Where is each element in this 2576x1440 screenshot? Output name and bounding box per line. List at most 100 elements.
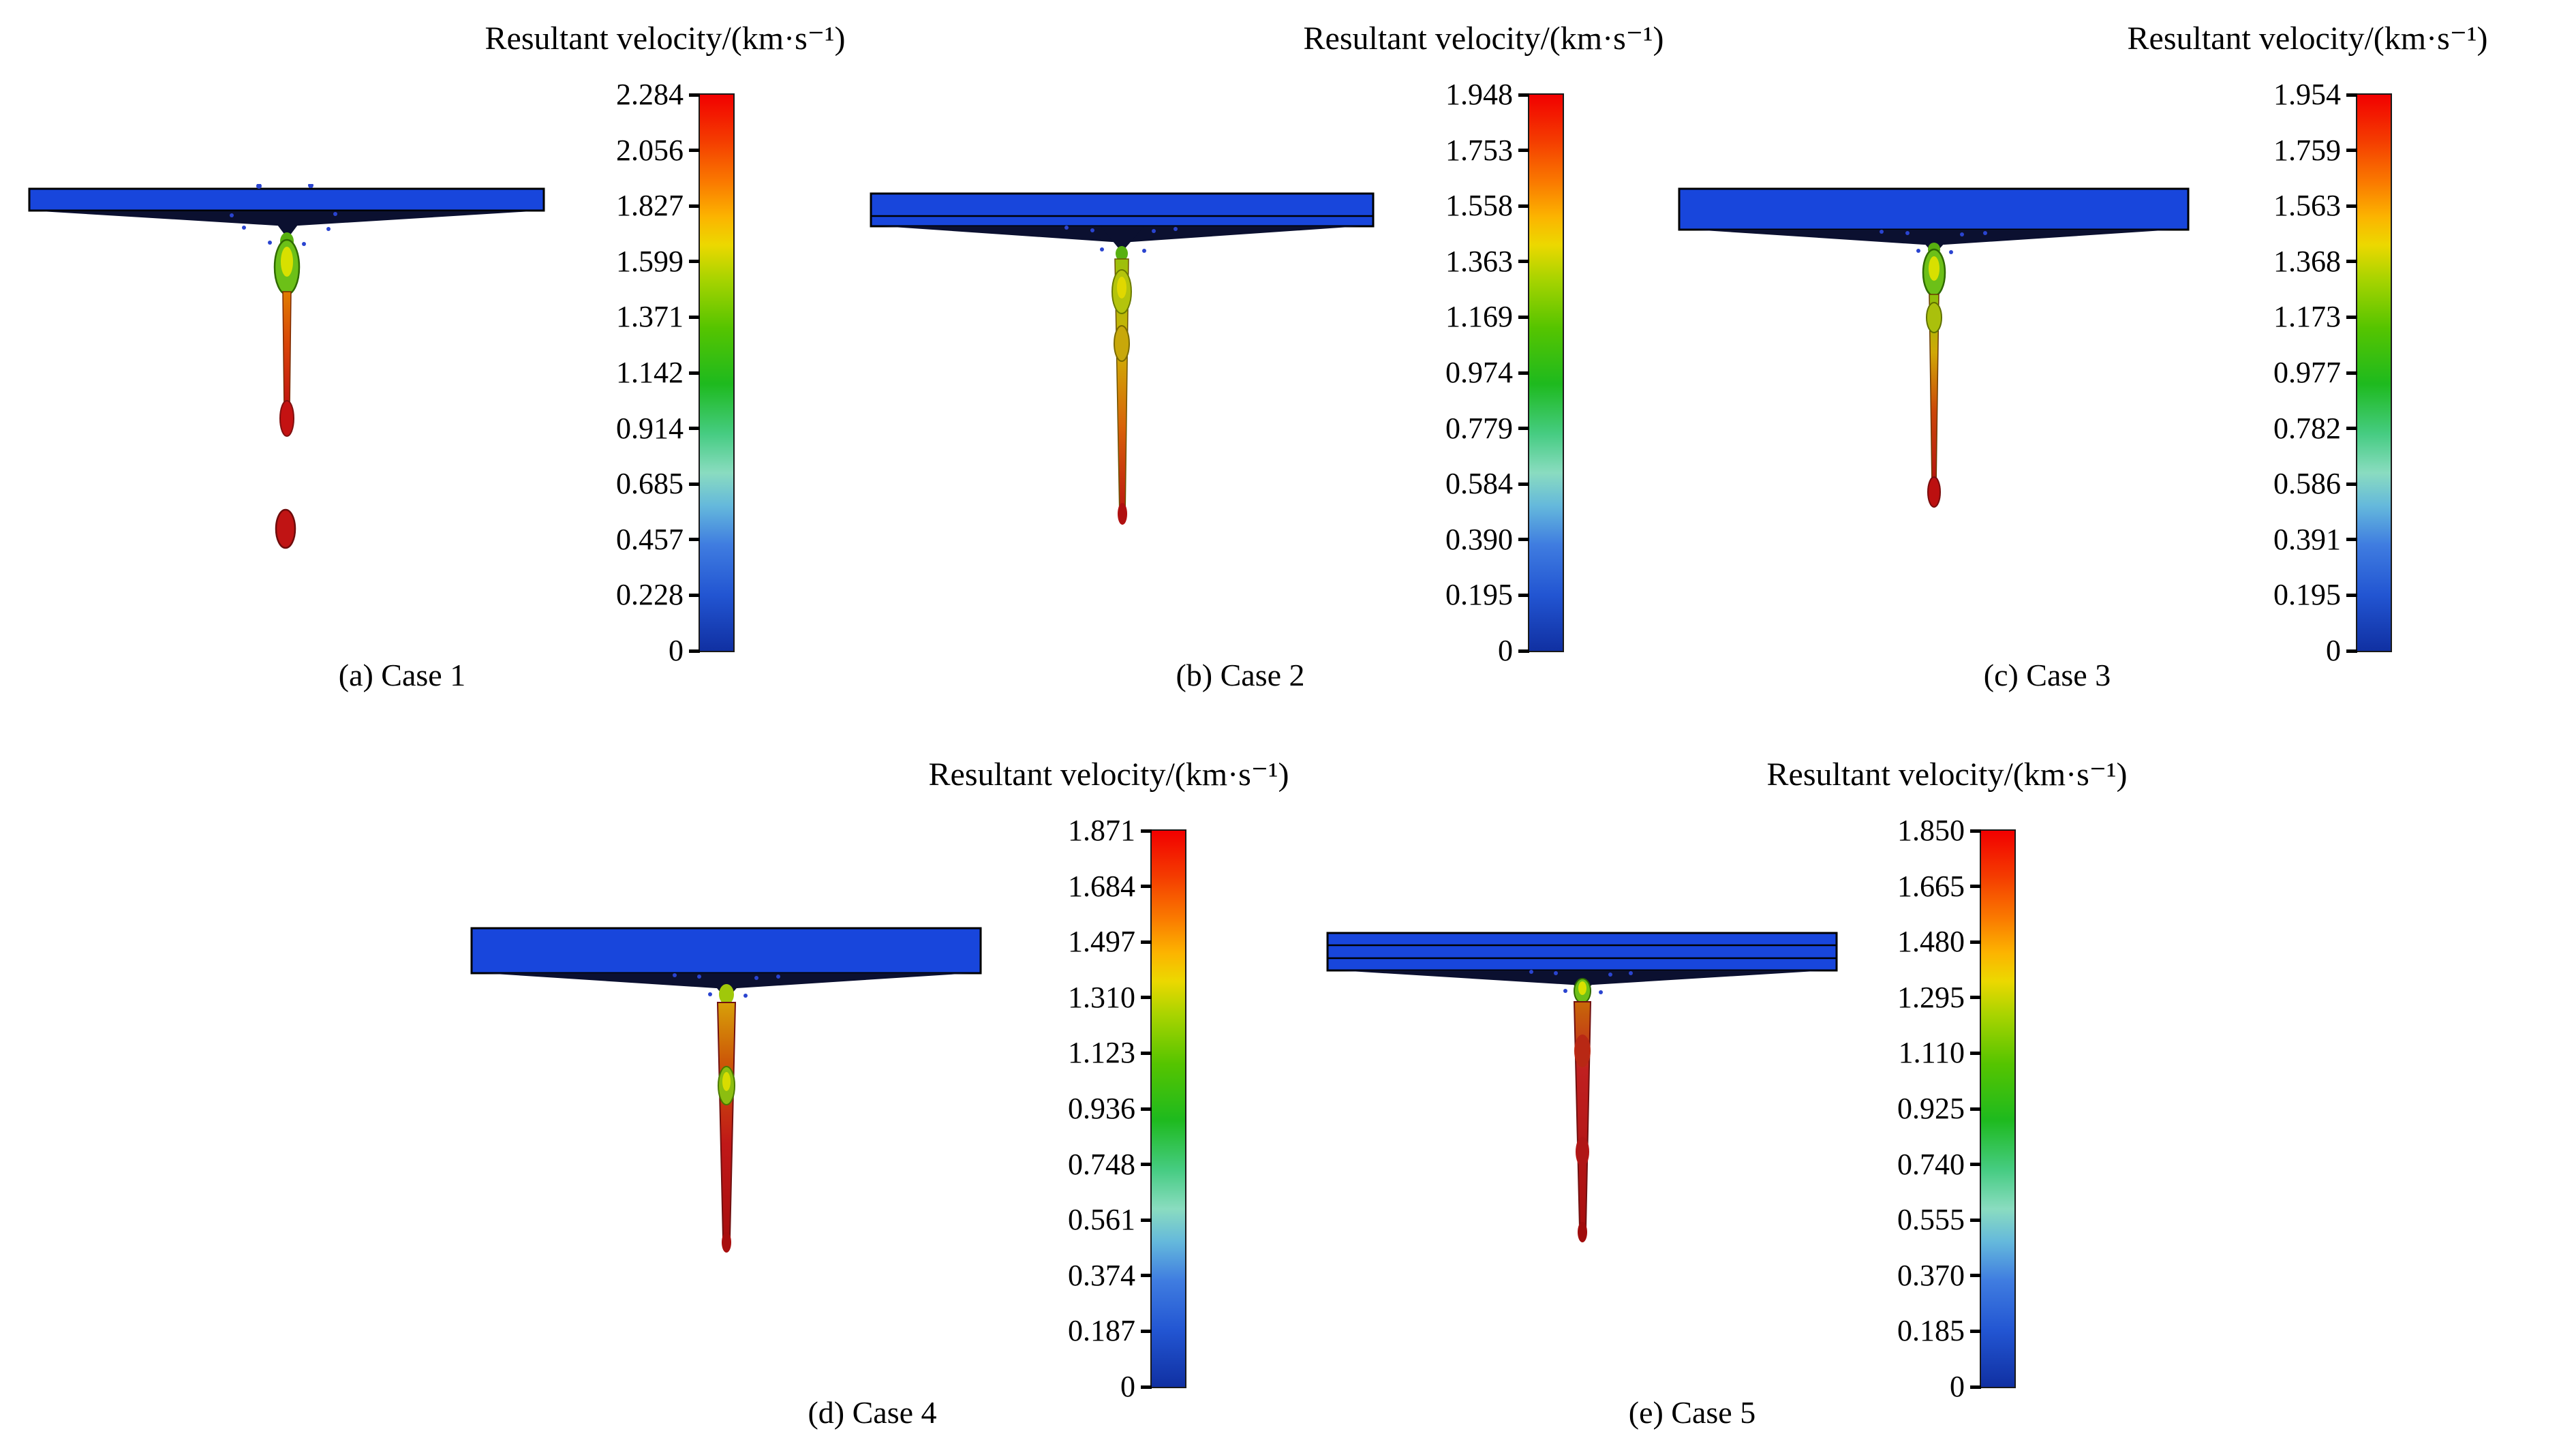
colorbar: 2.284 2.056 1.827 1.599 1.371 1.142 0.914 0.685… <box>616 80 735 666</box>
colorbar-tick-label: 1.563 <box>2273 189 2341 223</box>
colorbar-tick-mark <box>1141 829 1152 833</box>
colorbar-tick-label: 1.599 <box>616 244 684 278</box>
colorbar-tick-label: 2.056 <box>616 133 684 167</box>
colorbar-tick-mark <box>1141 1051 1152 1055</box>
colorbar-tick: 0 <box>2326 636 2357 666</box>
colorbar-tick-label: 1.948 <box>1445 78 1513 111</box>
jet-streak <box>1573 1001 1592 1229</box>
colorbar-tick-mark <box>2346 649 2357 653</box>
colorbar-tick-label: 2.284 <box>616 78 684 111</box>
colorbar-tick: 0.195 <box>1445 580 1529 610</box>
colorbar-tick-mark <box>1141 996 1152 1000</box>
panel-caption: (e) Case 5 <box>1628 1395 1756 1430</box>
colorbar-tick-mark <box>689 538 700 542</box>
plate-deformation <box>1339 970 1826 985</box>
colorbar-tick-label: 1.110 <box>1898 1036 1965 1070</box>
colorbar-tick-mark <box>2346 427 2357 431</box>
colorbar-tick-label: 1.954 <box>2273 78 2341 111</box>
colorbar-tick: 0.925 <box>1897 1094 1981 1124</box>
colorbar-tick-label: 0.740 <box>1897 1147 1965 1181</box>
simulation-view-case-5 <box>1326 932 1838 1242</box>
jet-blob-core <box>722 1072 731 1091</box>
colorbar-tick-mark <box>2346 149 2357 153</box>
colorbar-tick-label: 0.977 <box>2273 356 2341 389</box>
colorbar-tick-mark <box>1970 1274 1981 1278</box>
colorbar-tick-label: 0.457 <box>616 522 684 556</box>
colorbar-tick-label: 0.914 <box>616 411 684 445</box>
colorbar-tick-label: 0.390 <box>1445 522 1513 556</box>
simulation-view-case-2 <box>870 192 1375 525</box>
plate-bulge <box>1561 970 1605 995</box>
colorbar-tick: 2.284 <box>616 80 700 110</box>
colorbar-tick-label: 1.558 <box>1445 189 1513 223</box>
colorbar-tick-label: 0.370 <box>1897 1258 1965 1292</box>
target-plate <box>1678 187 2190 231</box>
plate-deformation <box>1693 230 2174 245</box>
jet-bulge-lower <box>1576 1137 1589 1167</box>
colorbar-tick: 0.974 <box>1445 358 1529 388</box>
target-plate <box>28 187 545 212</box>
colorbar-tick-mark <box>2346 204 2357 208</box>
colorbar-tick: 1.759 <box>2273 135 2357 166</box>
colorbar-tick: 1.123 <box>1068 1038 1152 1068</box>
colorbar-tick: 0.586 <box>2273 469 2357 499</box>
colorbar-tick-label: 0.561 <box>1068 1203 1135 1237</box>
colorbar-tick: 0.748 <box>1068 1149 1152 1180</box>
colorbar-tick-mark <box>1141 885 1152 889</box>
debris-particles <box>1064 226 1178 253</box>
simulation-view-case-3 <box>1678 187 2190 508</box>
colorbar-tick-label: 1.665 <box>1897 869 1965 903</box>
colorbar-tick: 0.685 <box>616 469 700 499</box>
debris-particles <box>673 973 780 998</box>
colorbar-tick-mark <box>1518 482 1529 486</box>
jet-streak <box>1114 258 1129 521</box>
panel-caption: (a) Case 1 <box>338 658 466 692</box>
colorbar: 1.871 1.684 1.497 1.310 1.123 0.936 0.748 0.561… <box>1068 816 1186 1402</box>
plate-bulge <box>1101 226 1144 252</box>
jet-fragment <box>275 508 296 549</box>
colorbar-tick: 1.110 <box>1899 1038 1981 1068</box>
colorbar-tick-label: 0.185 <box>1897 1314 1965 1348</box>
colorbar-tick-label: 1.827 <box>616 189 684 223</box>
colorbar-tick: 1.665 <box>1897 869 1981 903</box>
colorbar-tick-label: 0 <box>669 634 684 667</box>
colorbar-tick-label: 0 <box>1498 634 1513 667</box>
colorbar-tick: 0.187 <box>1068 1316 1152 1346</box>
colorbar-tick-mark <box>1970 1329 1981 1333</box>
panel-caption: (d) Case 4 <box>808 1395 937 1430</box>
panel-caption: (b) Case 2 <box>1176 658 1305 692</box>
colorbar-tick: 0.561 <box>1068 1205 1152 1235</box>
colorbar-tick-mark <box>1518 204 1529 208</box>
colorbar-tick-label: 0.584 <box>1445 467 1513 501</box>
colorbar-tick-label: 0.782 <box>2273 411 2341 445</box>
colorbar-tick-mark <box>2346 93 2357 97</box>
colorbar-tick-label: 0.586 <box>2273 467 2341 501</box>
colorbar-tick: 1.753 <box>1445 135 1529 166</box>
colorbar-tick-label: 1.371 <box>616 300 684 334</box>
colorbar-tick: 0.228 <box>616 580 700 610</box>
colorbar-tick-label: 0.374 <box>1068 1258 1135 1292</box>
colorbar-tick-label: 1.363 <box>1445 244 1513 278</box>
debris-particles <box>1880 230 1987 254</box>
simulation-view-case-4 <box>470 927 982 1253</box>
colorbar-tick: 1.850 <box>1897 816 1981 846</box>
colorbar-tick: 1.169 <box>1445 302 1529 332</box>
colorbar-tick-label: 0.228 <box>616 578 684 612</box>
colorbar-title: Resultant velocity/(km·s⁻¹) <box>928 756 1289 793</box>
colorbar-tick-mark <box>1518 538 1529 542</box>
jet-head <box>1574 978 1591 1004</box>
colorbar-tick: 1.173 <box>2273 302 2357 332</box>
colorbar-tick-mark <box>689 204 700 208</box>
jet-blob-core <box>1929 256 1939 281</box>
colorbar-tick: 0.584 <box>1445 469 1529 499</box>
colorbar-tick: 0.390 <box>1445 522 1529 556</box>
colorbar-tick-mark <box>2346 482 2357 486</box>
colorbar-tick-mark <box>1970 1107 1981 1111</box>
colorbar-tick-mark <box>1141 1218 1152 1222</box>
colorbar-title: Resultant velocity/(km·s⁻¹) <box>1766 756 2128 793</box>
target-plate <box>470 927 982 975</box>
colorbar: 1.954 1.759 1.563 1.368 1.173 0.977 0.782 0.586… <box>2273 80 2392 666</box>
colorbar-tick: 0.936 <box>1068 1094 1152 1124</box>
